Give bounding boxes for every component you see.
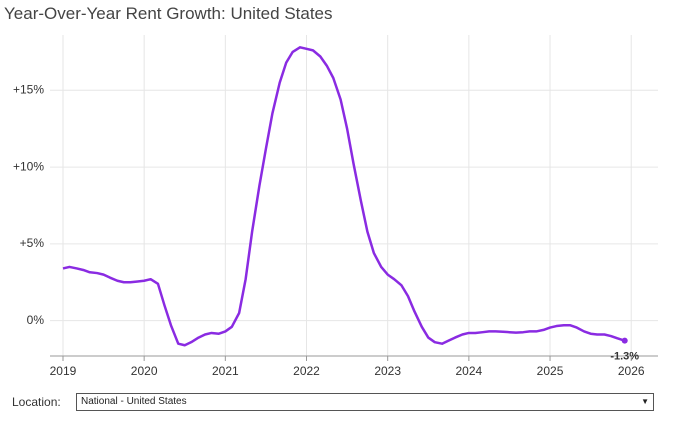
y-tick-label: 0% [27, 313, 45, 327]
x-tick-label: 2020 [131, 364, 158, 378]
x-tick-label: 2022 [293, 364, 320, 378]
value-label: -1.3% [610, 351, 639, 363]
x-tick-label: 2024 [456, 364, 483, 378]
location-select[interactable]: National - United States ▼ [76, 393, 654, 411]
location-label: Location: [12, 395, 61, 409]
location-value: National - United States [81, 396, 187, 407]
y-tick-label: +15% [13, 82, 44, 96]
line [62, 46, 626, 347]
dropdown-arrow[interactable]: ▼ [641, 397, 649, 406]
x-tick-label: 2021 [212, 364, 239, 378]
x-tick-label: 2019 [50, 364, 77, 378]
x-tick-label: 2023 [374, 364, 401, 378]
y-tick-label: +5% [20, 236, 45, 250]
y-tick-label: +10% [13, 159, 44, 173]
x-tick-label: 2025 [537, 364, 564, 378]
end-point [621, 337, 628, 344]
chart: 0% +5% +10% +15% 2019 2020 2021 2022 2023 2024 202… [13, 35, 658, 378]
chart-title: Year-Over-Year Rent Growth: United State… [4, 4, 333, 23]
x-tick-label: 2026 [618, 364, 645, 378]
